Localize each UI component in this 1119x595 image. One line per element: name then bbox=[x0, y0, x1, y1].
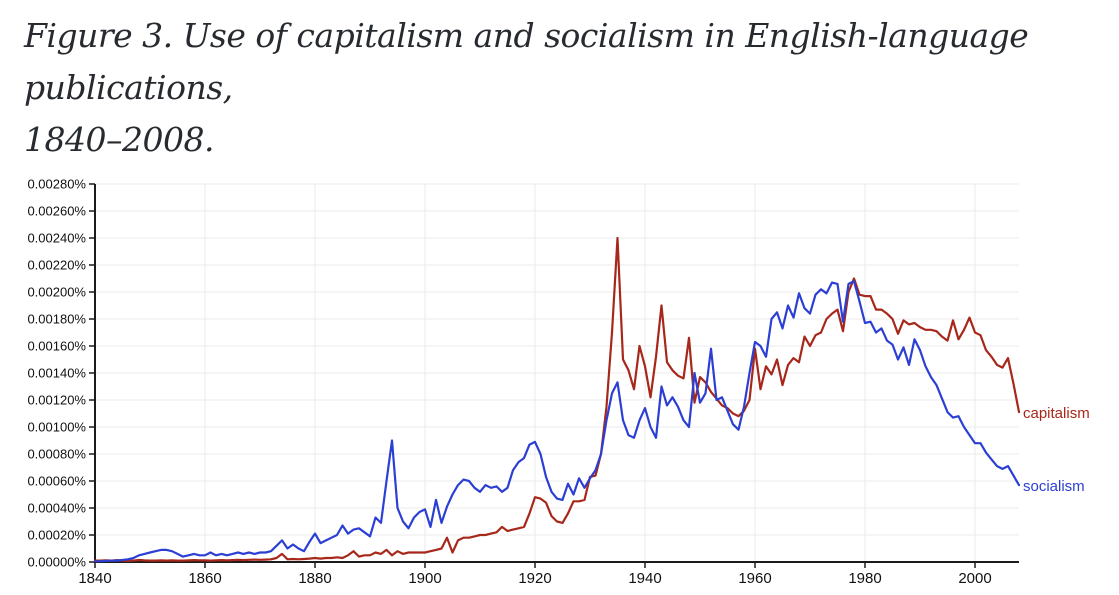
y-tick-label: 0.00080% bbox=[27, 447, 86, 462]
y-tick-label: 0.00180% bbox=[27, 312, 86, 327]
x-tick-label: 1960 bbox=[738, 570, 771, 587]
x-tick-label: 1880 bbox=[298, 570, 331, 587]
x-tick-label: 1860 bbox=[188, 570, 221, 587]
y-tick-label: 0.00160% bbox=[27, 339, 86, 354]
figure-caption-line2: 1840–2008. bbox=[24, 120, 214, 159]
y-tick-label: 0.00060% bbox=[27, 474, 86, 489]
y-tick-label: 0.00220% bbox=[27, 258, 86, 273]
series-line-capitalism bbox=[93, 236, 1021, 563]
y-tick-label: 0.00040% bbox=[27, 501, 86, 516]
series-line-socialism bbox=[93, 280, 1021, 563]
x-tick-label: 1940 bbox=[628, 570, 661, 587]
y-tick-label: 0.00200% bbox=[27, 285, 86, 300]
y-tick-label: 0.00280% bbox=[27, 177, 86, 192]
x-tick-label: 2000 bbox=[958, 570, 991, 587]
y-tick-label: 0.00020% bbox=[27, 528, 86, 543]
x-tick-label: 1920 bbox=[518, 570, 551, 587]
x-tick-label: 1840 bbox=[78, 570, 111, 587]
y-tick-label: 0.00000% bbox=[27, 555, 86, 570]
y-tick-label: 0.00240% bbox=[27, 231, 86, 246]
figure-caption-line1: Figure 3. Use of capitalism and socialis… bbox=[24, 16, 1029, 107]
x-tick-label: 1980 bbox=[848, 570, 881, 587]
y-tick-label: 0.00100% bbox=[27, 420, 86, 435]
y-tick-label: 0.00140% bbox=[27, 366, 86, 381]
x-tick-label: 1900 bbox=[408, 570, 441, 587]
y-tick-label: 0.00120% bbox=[27, 393, 86, 408]
y-tick-label: 0.00260% bbox=[27, 204, 86, 219]
series-label-capitalism: capitalism bbox=[1023, 405, 1090, 422]
figure-caption: Figure 3. Use of capitalism and socialis… bbox=[24, 10, 1104, 166]
series-label-socialism: socialism bbox=[1023, 478, 1085, 495]
